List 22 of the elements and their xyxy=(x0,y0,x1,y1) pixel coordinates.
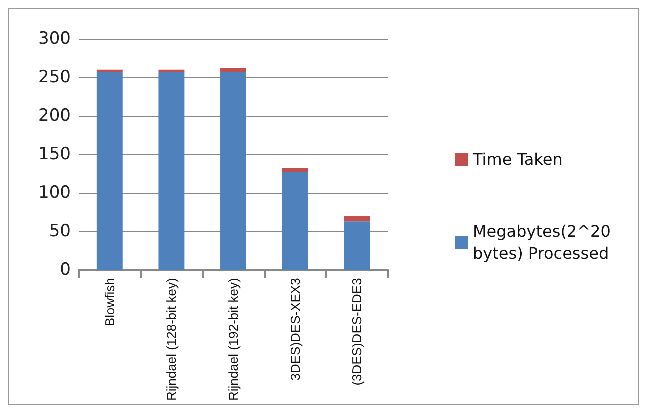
y-tick-label: 250 xyxy=(38,68,71,88)
y-tick-label: 50 xyxy=(49,222,71,242)
legend-label: Time Taken xyxy=(472,150,563,169)
x-tick-label: Rijndael (192-bit key) xyxy=(226,278,241,402)
legend-label: Megabytes(2^20 bytes) Processed xyxy=(473,222,616,263)
bar xyxy=(344,216,370,222)
y-tick-label: 150 xyxy=(38,144,71,165)
y-tick-label: 0 xyxy=(60,260,71,280)
y-tick-label: 100 xyxy=(38,183,71,204)
bar xyxy=(344,222,370,270)
bar xyxy=(220,68,246,72)
bar xyxy=(220,72,246,270)
x-tick-label: Blowfish xyxy=(102,278,118,327)
y-tick-label: 200 xyxy=(38,106,71,126)
bar xyxy=(158,72,185,270)
bar xyxy=(282,172,308,270)
x-tick-label: Rijndael (128-bit key) xyxy=(164,278,180,402)
y-tick-label: 300 xyxy=(38,29,71,49)
bar xyxy=(282,168,308,172)
x-tick-label: 3DES)DES-XEX3 xyxy=(288,278,303,381)
x-tick-label: (3DES)DES-EDE3 xyxy=(350,278,365,386)
bar xyxy=(96,72,123,270)
